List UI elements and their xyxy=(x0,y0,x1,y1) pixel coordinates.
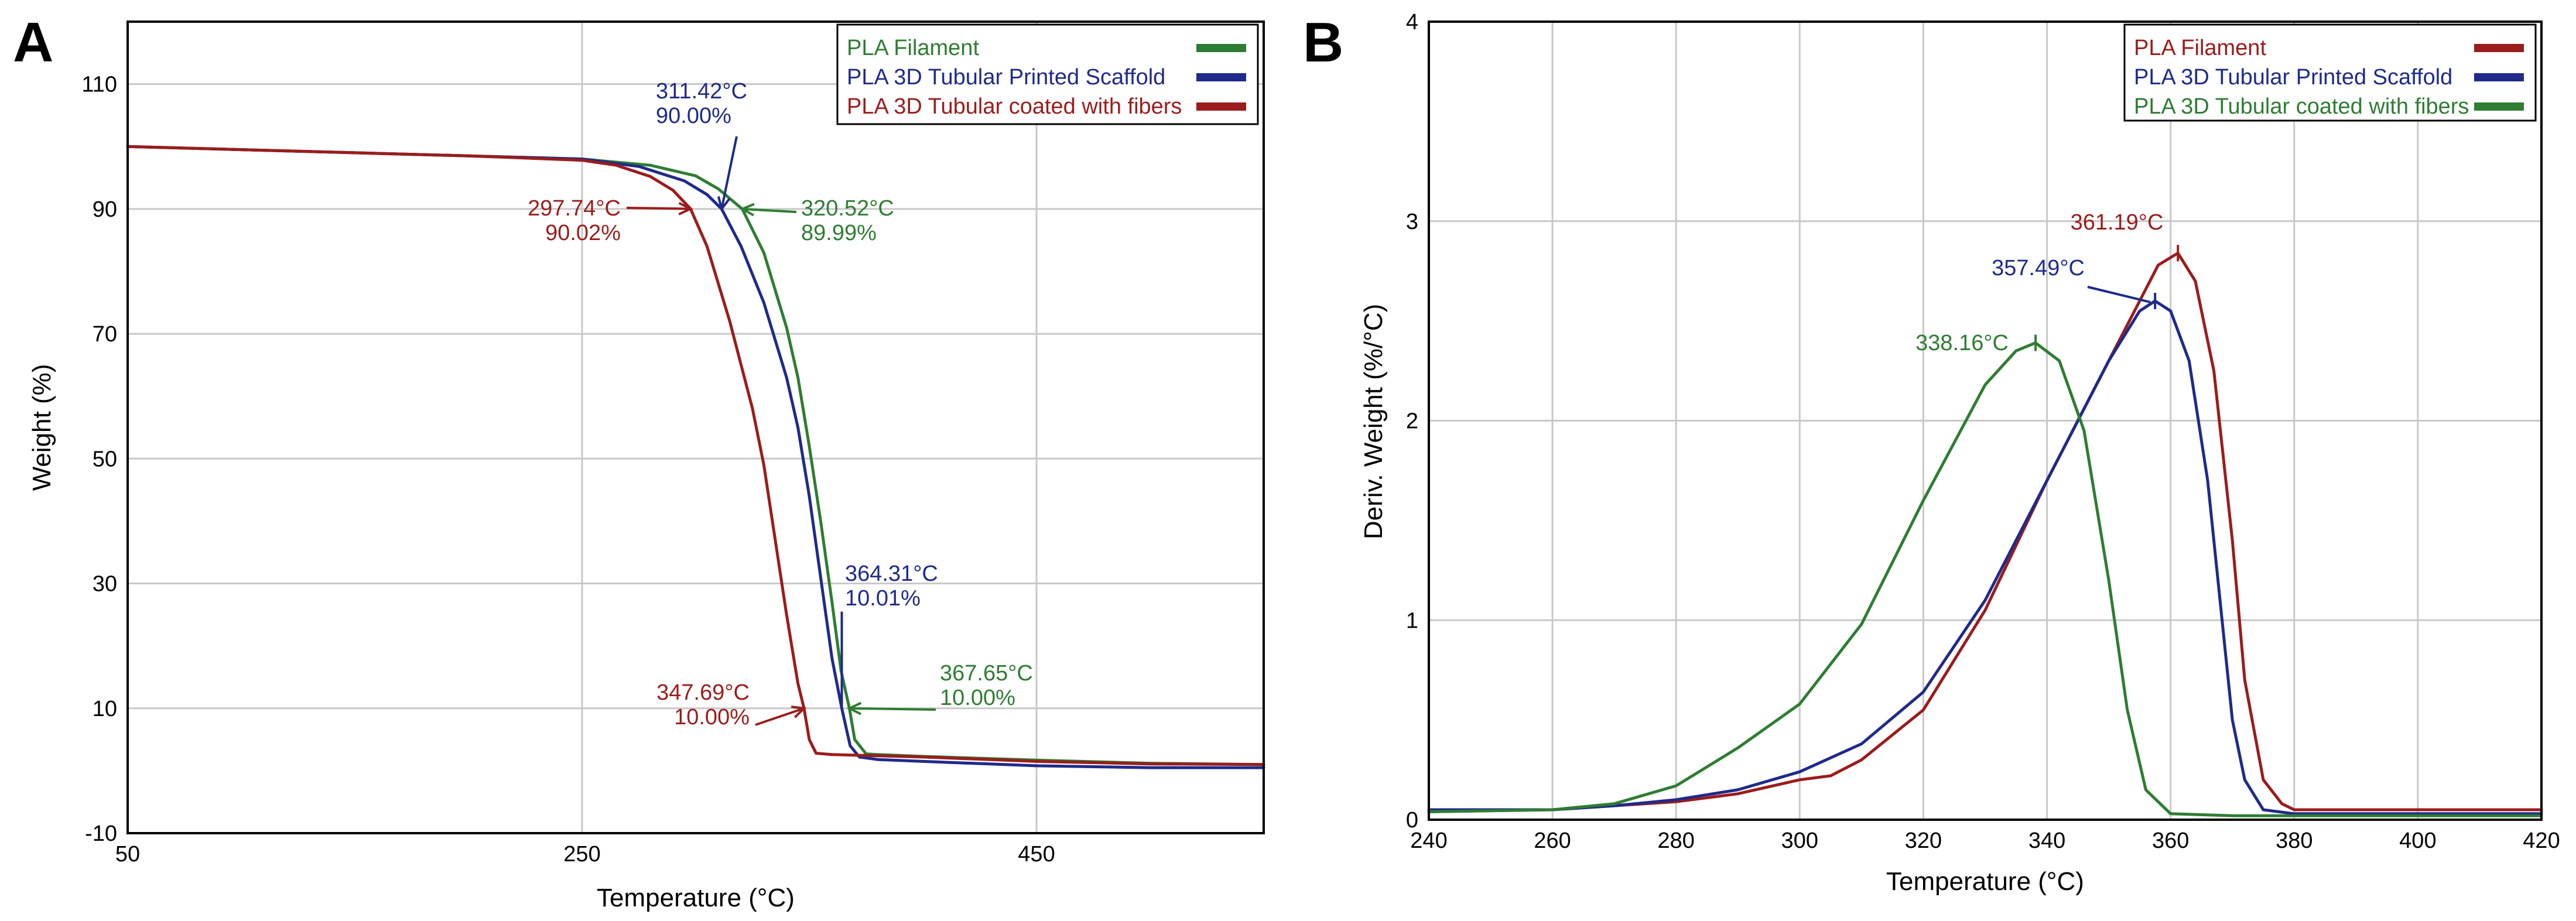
panel-b-x-tick: 320 xyxy=(1905,828,1942,853)
panel-a-series-line xyxy=(126,145,1265,766)
panel-b-y-tick: 2 xyxy=(1406,409,1418,434)
annotation-arrowhead xyxy=(678,201,693,215)
annotation-arrow xyxy=(720,136,738,210)
panel-a-x-tick: 250 xyxy=(563,842,600,867)
panel-a-annotation: 364.31°C10.01% xyxy=(840,561,938,708)
panel-b-curves xyxy=(1427,251,2543,817)
annotation-weight: 89.99% xyxy=(801,221,877,245)
annotation-arrowhead xyxy=(846,701,862,715)
panel-b-label: B xyxy=(1303,11,1343,74)
panel-b-y-tick: 1 xyxy=(1406,608,1418,633)
panel-b-x-tick: 300 xyxy=(1781,828,1818,853)
panel-a-x-tick: 450 xyxy=(1018,842,1055,867)
panel-a-annotation: 320.52°C89.99% xyxy=(740,196,894,245)
annotation-weight: 90.02% xyxy=(545,221,621,245)
annotation-arrow xyxy=(742,207,797,213)
annotation-weight: 10.01% xyxy=(845,586,921,611)
panel-b-x-tick: 280 xyxy=(1658,828,1695,853)
panel-b-annotations: 361.19°C 357.49°C 338.16°C xyxy=(1915,210,2180,355)
panel-a-x-axis-label: Temperature (°C) xyxy=(597,884,795,912)
panel-a-y-tick: 30 xyxy=(93,572,117,597)
panel-b-y-axis-label: Deriv. Weight (%/°C) xyxy=(1359,304,1388,539)
panel-a-annotation: 311.42°C90.00% xyxy=(656,79,747,212)
annotation-temperature: 367.65°C xyxy=(940,661,1033,686)
panel-a-series-line xyxy=(126,145,1265,769)
panel-a-y-tick: 110 xyxy=(81,73,117,97)
panel-a-y-tick: 10 xyxy=(93,697,117,721)
panel-a-annotation: 367.65°C10.00% xyxy=(846,661,1033,715)
panel-b: 240 260 280 300 320 340 360 380 400 420 0 1 2 3 4 361.… xyxy=(1303,10,2560,896)
panel-b-x-tick: 360 xyxy=(2152,828,2189,853)
panel-a-y-axis-label: Weight (%) xyxy=(28,364,56,491)
panel-b-series-line xyxy=(1427,299,2543,816)
panel-a-annotation: 297.74°C90.02% xyxy=(528,196,693,245)
panel-b-tick-labels: 240 260 280 300 320 340 360 380 400 420 0 1 2 3 4 xyxy=(1406,10,2560,853)
panel-a-annotation: 347.69°C10.00% xyxy=(656,680,807,730)
panel-b-y-tick: 3 xyxy=(1406,210,1418,234)
annotation-temperature: 320.52°C xyxy=(801,196,894,221)
panel-a-legend: PLA Filament PLA 3D Tubular Printed Scaff… xyxy=(836,23,1259,125)
panel-b-legend: PLA Filament PLA 3D Tubular Printed Scaff… xyxy=(2123,23,2537,122)
annotation-arrowhead xyxy=(740,203,755,217)
panel-a-plot-frame xyxy=(126,20,1265,834)
annotation-arrow xyxy=(849,707,936,711)
annotation-temperature: 338.16°C xyxy=(1915,331,2009,355)
annotation-arrowhead xyxy=(791,706,807,718)
annotation-arrow xyxy=(2087,286,2151,303)
panel-b-x-tick: 240 xyxy=(1410,828,1447,853)
annotation-temperature: 357.49°C xyxy=(1992,256,2085,280)
annotation-temperature: 297.74°C xyxy=(528,196,621,221)
legend-entry-label: PLA Filament xyxy=(2134,36,2266,60)
panel-b-x-tick: 400 xyxy=(2399,828,2436,853)
annotation-weight: 90.00% xyxy=(656,104,731,128)
panel-a-series-line xyxy=(126,145,1265,766)
annotation-weight: 10.00% xyxy=(940,686,1015,710)
panel-a-grid xyxy=(128,22,1264,833)
panel-b-x-tick: 260 xyxy=(1534,828,1571,853)
panel-b-x-tick: 380 xyxy=(2276,828,2312,853)
legend-entry-label: PLA 3D Tubular coated with fibers xyxy=(2134,94,2469,119)
panel-a-tick-labels: 50 250 450 -10 10 30 50 70 90 110 xyxy=(81,73,1055,867)
annotation-temperature: 347.69°C xyxy=(656,680,750,705)
panel-a-legend-box xyxy=(836,23,1259,125)
annotation-temperature: 361.19°C xyxy=(2071,210,2164,235)
panel-b-y-tick: 4 xyxy=(1406,10,1418,35)
annotation-arrow xyxy=(755,707,805,726)
annotation-temperature: 364.31°C xyxy=(845,561,938,586)
legend-entry-label: PLA Filament xyxy=(847,36,979,60)
panel-a-y-tick: 50 xyxy=(93,447,117,471)
panel-b-grid xyxy=(1429,22,2541,820)
panel-a-y-tick: -10 xyxy=(85,821,117,846)
panel-b-legend-box xyxy=(2123,23,2537,122)
panel-a-annotations: 311.42°C90.00%297.74°C90.02%320.52°C89.9… xyxy=(528,79,1033,730)
panel-a-curves xyxy=(126,145,1265,769)
panel-b-x-tick: 340 xyxy=(2028,828,2065,853)
annotation-weight: 10.00% xyxy=(674,705,750,730)
panel-a-y-tick: 70 xyxy=(93,322,117,347)
legend-entry-label: PLA 3D Tubular Printed Scaffold xyxy=(847,65,1165,90)
panel-b-plot-frame xyxy=(1428,20,2543,821)
panel-b-series-line xyxy=(1427,341,2543,817)
panel-a-y-tick: 90 xyxy=(93,197,117,222)
panel-b-annotation: 338.16°C xyxy=(1915,331,2037,355)
panel-b-x-tick: 420 xyxy=(2523,828,2560,853)
panel-b-annotation: 357.49°C xyxy=(1992,256,2157,310)
annotation-temperature: 311.42°C xyxy=(656,79,747,104)
panel-a-label: A xyxy=(13,11,53,74)
panel-a-x-tick: 50 xyxy=(115,842,140,867)
panel-b-x-axis-label: Temperature (°C) xyxy=(1886,867,2084,896)
panel-b-series-line xyxy=(1427,251,2543,813)
panel-b-annotation: 361.19°C xyxy=(2071,210,2180,262)
legend-entry-label: PLA 3D Tubular Printed Scaffold xyxy=(2134,65,2452,90)
annotation-arrowhead xyxy=(717,196,731,212)
annotation-arrow xyxy=(626,207,691,210)
legend-entry-label: PLA 3D Tubular coated with fibers xyxy=(847,94,1182,119)
panel-b-y-tick: 0 xyxy=(1406,808,1418,833)
